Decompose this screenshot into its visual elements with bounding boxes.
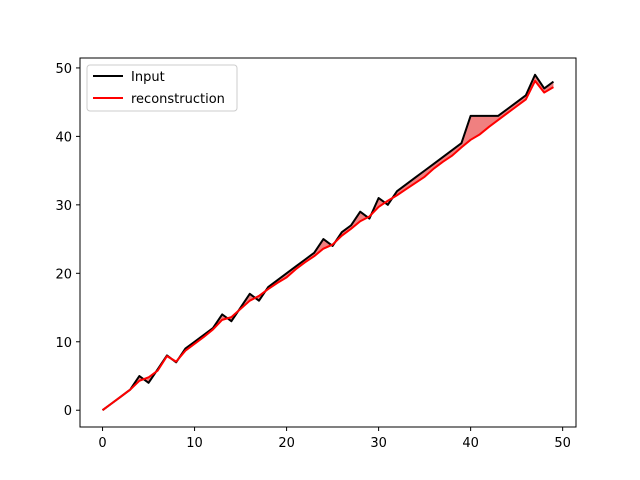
x-tick-label: 10 [186, 436, 203, 451]
x-tick-label: 30 [370, 436, 387, 451]
y-tick-label: 50 [55, 62, 72, 77]
x-tick-label: 0 [98, 436, 106, 451]
y-tick-label: 40 [55, 130, 72, 145]
x-tick-label: 20 [278, 436, 295, 451]
x-tick-label: 40 [462, 436, 479, 451]
x-tick-label: 50 [554, 436, 571, 451]
series-layer [101, 73, 555, 412]
plot-area [101, 73, 555, 412]
legend-label-reconstruction: reconstruction [131, 92, 225, 107]
y-tick-label: 30 [55, 199, 72, 214]
y-tick-label: 0 [64, 404, 72, 419]
x-axis: 0 10 20 30 40 50 [98, 427, 571, 451]
y-tick-label: 20 [55, 267, 72, 282]
legend-box [86, 64, 238, 112]
axes-frame [79, 57, 577, 428]
series-line-reconstruction [101, 79, 554, 412]
legend: Input reconstruction [86, 64, 238, 112]
y-tick-label: 10 [55, 336, 72, 351]
y-axis: 0 10 20 30 40 50 [55, 62, 80, 419]
legend-label-input: Input [131, 70, 165, 85]
